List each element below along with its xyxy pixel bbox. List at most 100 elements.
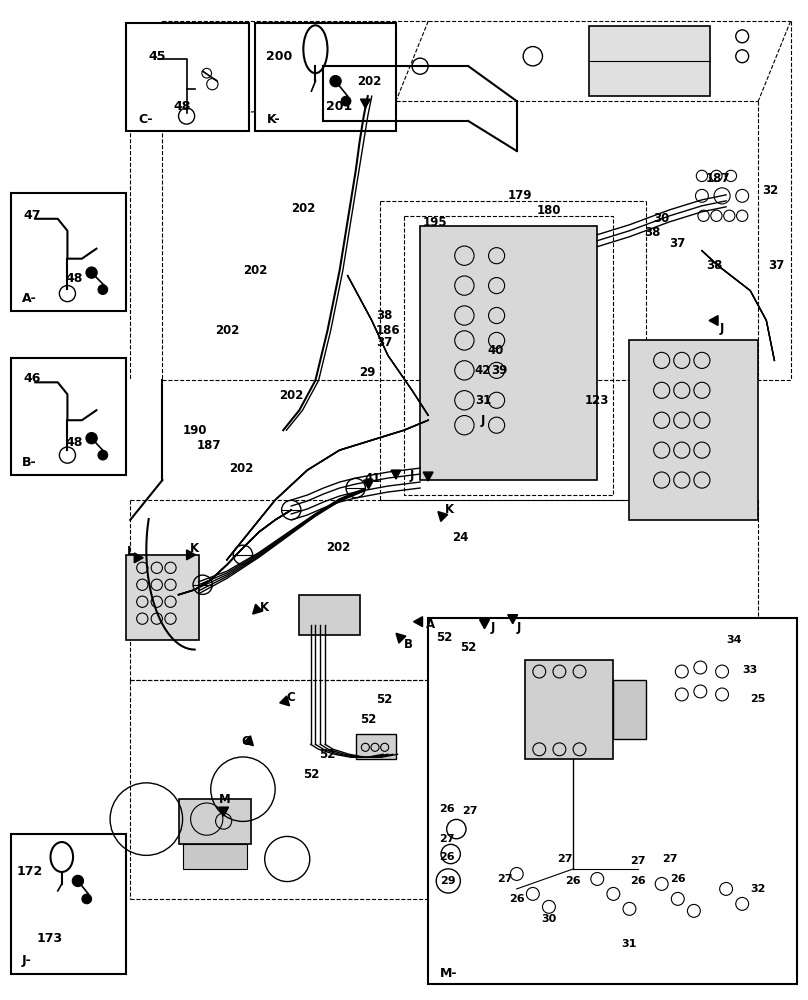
Text: 186: 186 — [376, 324, 400, 337]
Text: 180: 180 — [537, 204, 562, 217]
Text: J: J — [410, 469, 415, 482]
Text: 32: 32 — [751, 884, 766, 894]
Bar — [428, 618, 797, 984]
Text: 26: 26 — [439, 852, 454, 862]
Bar — [420, 226, 597, 480]
Text: 27: 27 — [662, 854, 677, 864]
Text: L: L — [127, 545, 134, 558]
Text: 47: 47 — [23, 209, 40, 222]
Text: 29: 29 — [440, 876, 456, 886]
Polygon shape — [480, 620, 490, 629]
Text: 27: 27 — [497, 874, 512, 884]
Text: 24: 24 — [452, 531, 469, 544]
Text: 37: 37 — [377, 336, 393, 349]
Polygon shape — [360, 99, 370, 108]
Text: 52: 52 — [461, 641, 477, 654]
Text: 202: 202 — [243, 264, 267, 277]
Bar — [613, 680, 646, 739]
Text: 187: 187 — [197, 439, 221, 452]
Text: 29: 29 — [359, 366, 375, 379]
Text: A-: A- — [22, 292, 36, 305]
Polygon shape — [507, 615, 518, 624]
Text: 123: 123 — [585, 394, 609, 407]
Text: 190: 190 — [183, 424, 207, 437]
Circle shape — [82, 894, 91, 904]
Bar — [255, 23, 396, 131]
Text: 38: 38 — [644, 226, 660, 239]
Bar — [629, 340, 758, 520]
Text: 202: 202 — [229, 462, 254, 475]
Text: 42: 42 — [475, 364, 491, 377]
Polygon shape — [709, 316, 718, 325]
Circle shape — [86, 433, 97, 444]
Circle shape — [98, 450, 107, 460]
Text: 202: 202 — [291, 202, 316, 215]
Text: K: K — [444, 503, 453, 516]
Bar — [299, 595, 360, 635]
Bar — [126, 555, 199, 640]
Text: 26: 26 — [670, 874, 686, 884]
Text: M: M — [219, 793, 231, 806]
Text: J: J — [490, 621, 494, 634]
Bar — [589, 26, 710, 96]
Text: C: C — [241, 735, 250, 748]
Text: 27: 27 — [462, 806, 478, 816]
Circle shape — [98, 285, 107, 294]
Text: 52: 52 — [436, 631, 452, 644]
Text: 31: 31 — [622, 939, 638, 949]
Text: 27: 27 — [558, 854, 573, 864]
Polygon shape — [364, 480, 373, 489]
Text: 34: 34 — [726, 635, 742, 645]
Circle shape — [341, 96, 351, 106]
Text: 41: 41 — [364, 472, 381, 485]
Polygon shape — [391, 470, 401, 479]
Text: A: A — [426, 618, 436, 631]
Bar — [183, 844, 247, 869]
Text: 195: 195 — [423, 216, 447, 229]
Text: 38: 38 — [377, 309, 393, 322]
Text: 39: 39 — [490, 364, 507, 377]
Polygon shape — [134, 553, 143, 563]
Text: 38: 38 — [706, 259, 722, 272]
Text: 45: 45 — [148, 50, 166, 63]
Text: J: J — [720, 322, 724, 335]
Text: 30: 30 — [541, 914, 557, 924]
Text: 40: 40 — [487, 344, 504, 357]
Text: 26: 26 — [509, 894, 524, 904]
Text: 46: 46 — [23, 372, 40, 385]
Circle shape — [86, 267, 97, 278]
Text: 27: 27 — [439, 834, 454, 844]
Circle shape — [72, 875, 83, 887]
Text: C: C — [286, 691, 295, 704]
Text: 37: 37 — [768, 259, 784, 272]
Text: 33: 33 — [743, 665, 758, 675]
Text: 202: 202 — [215, 324, 239, 337]
Polygon shape — [438, 512, 448, 521]
Text: 26: 26 — [566, 876, 581, 886]
Text: 52: 52 — [303, 768, 320, 781]
Text: 52: 52 — [360, 713, 376, 726]
Text: 202: 202 — [326, 541, 350, 554]
Text: J: J — [516, 621, 520, 634]
Text: 25: 25 — [751, 694, 766, 704]
Polygon shape — [253, 604, 263, 614]
Polygon shape — [414, 617, 423, 627]
Text: K: K — [190, 542, 200, 555]
Polygon shape — [187, 550, 196, 560]
Text: 52: 52 — [377, 693, 393, 706]
Polygon shape — [280, 696, 289, 706]
Text: 48: 48 — [65, 272, 82, 285]
Text: K-: K- — [267, 113, 280, 126]
Text: 200: 200 — [266, 50, 292, 63]
Bar — [524, 660, 613, 759]
Text: 48: 48 — [174, 100, 191, 113]
Polygon shape — [219, 807, 229, 816]
Text: 202: 202 — [357, 75, 381, 88]
Bar — [11, 834, 126, 974]
Bar — [356, 734, 396, 759]
Text: 187: 187 — [705, 172, 730, 185]
Text: C-: C- — [138, 113, 153, 126]
Text: 31: 31 — [475, 394, 491, 407]
Polygon shape — [243, 736, 254, 746]
Text: 26: 26 — [439, 804, 454, 814]
